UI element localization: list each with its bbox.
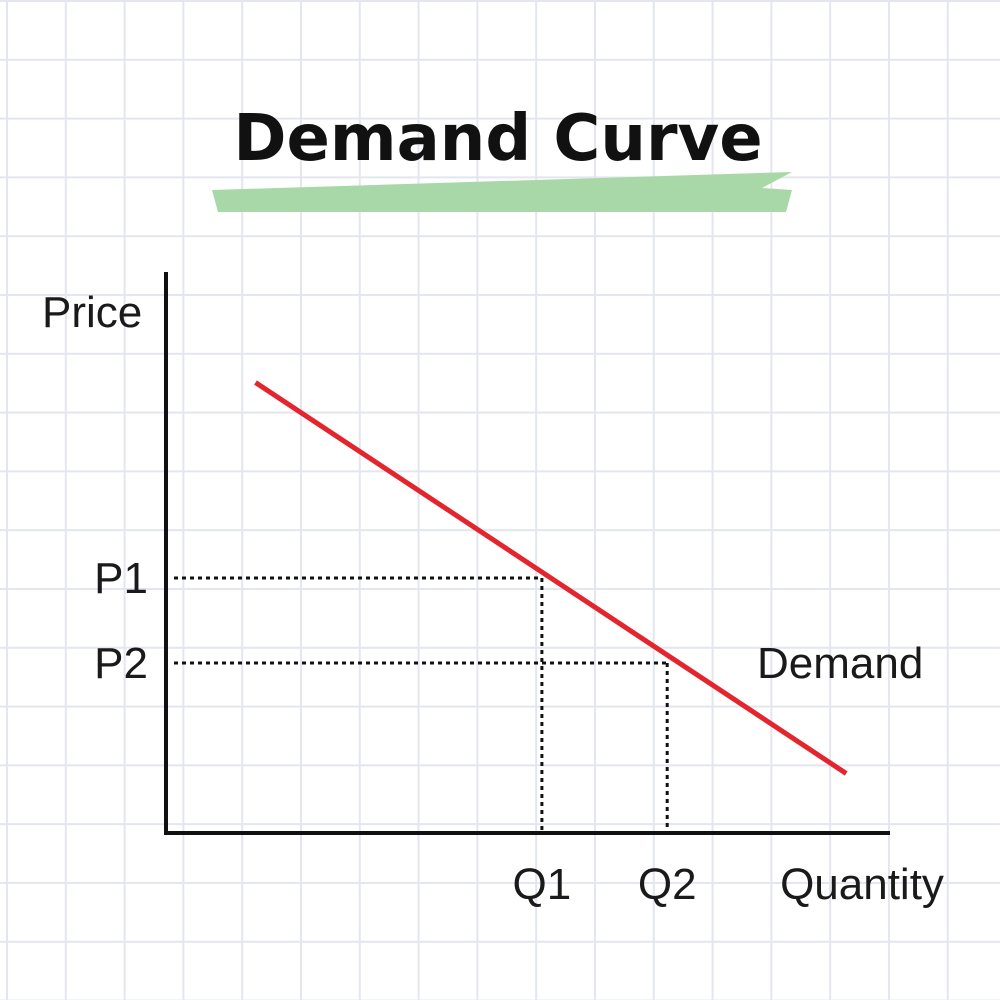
- q2-tick-label: Q2: [638, 860, 697, 909]
- q1-tick-label: Q1: [513, 860, 572, 909]
- demand-series-label: Demand: [757, 639, 923, 688]
- x-axis-label: Quantity: [780, 860, 944, 909]
- y-axis-label: Price: [42, 288, 142, 337]
- demand-line: [254, 380, 848, 776]
- p1-tick-label: P1: [94, 554, 148, 603]
- title-underline: [212, 172, 792, 212]
- tick-labels: P1 Q1 P2 Q2: [94, 554, 696, 909]
- reference-guides: [174, 576, 669, 833]
- p2-tick-label: P2: [94, 639, 148, 688]
- chart-title: Demand Curve: [233, 102, 762, 176]
